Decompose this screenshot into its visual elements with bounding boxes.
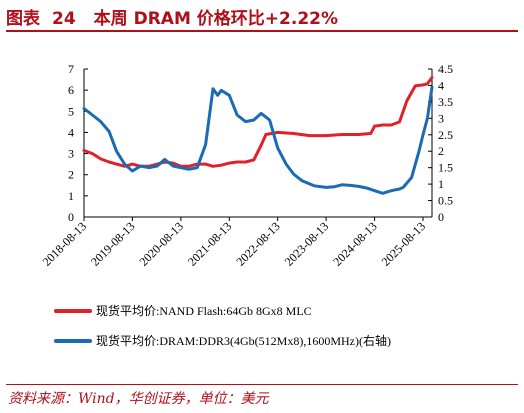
right-tick-label: 1.5 (438, 161, 453, 175)
right-tick-label: 0.5 (438, 194, 453, 208)
left-tick-label: 6 (68, 83, 74, 97)
left-tick-label: 0 (68, 210, 74, 224)
x-tick-label: 2021-08-13 (185, 219, 234, 268)
right-tick-label: 3.5 (438, 95, 453, 109)
dram-series-line (82, 85, 434, 195)
right-tick-label: 1 (438, 177, 444, 191)
left-tick-label: 5 (68, 104, 74, 118)
left-tick-label: 1 (68, 189, 74, 203)
x-tick-label: 2022-08-13 (233, 219, 282, 268)
title-rule (6, 30, 518, 32)
nand-series-line (82, 76, 434, 168)
x-tick-label: 2020-08-13 (137, 219, 186, 268)
right-tick-label: 0 (438, 210, 444, 224)
right-tick-label: 3 (438, 111, 444, 125)
left-tick-label: 7 (68, 62, 74, 76)
x-tick-label: 2023-08-13 (282, 219, 331, 268)
figure-title-text: 本周 DRAM 价格环比+2.22% (93, 9, 339, 29)
left-tick-label: 4 (68, 125, 74, 139)
legend-dram-label: 现货平均价:DRAM:DDR3(4Gb(512Mx8),1600MHz)(右轴) (96, 333, 391, 348)
source-rule (6, 384, 518, 385)
left-tick-label: 3 (68, 147, 74, 161)
chart: 0123456700.511.522.533.544.52018-08-1320… (40, 62, 453, 348)
x-tick-label: 2025-08-13 (379, 219, 428, 268)
right-tick-label: 2 (438, 144, 444, 158)
figure-label: 图表 (6, 9, 40, 29)
right-tick-label: 2.5 (438, 128, 453, 142)
x-tick-label: 2019-08-13 (88, 219, 137, 268)
legend-nand-label: 现货平均价:NAND Flash:64Gb 8Gx8 MLC (96, 303, 312, 318)
left-tick-label: 2 (68, 168, 74, 182)
figure-title: 图表 24 本周 DRAM 价格环比+2.22% (6, 4, 518, 29)
figure-number: 24 (52, 9, 76, 29)
x-tick-label: 2018-08-13 (40, 219, 89, 268)
x-tick-label: 2024-08-13 (330, 219, 379, 268)
right-tick-label: 4 (438, 78, 444, 92)
right-tick-label: 4.5 (438, 62, 453, 76)
source-note: 资料来源：Wind，华创证券，单位：美元 (8, 391, 269, 407)
